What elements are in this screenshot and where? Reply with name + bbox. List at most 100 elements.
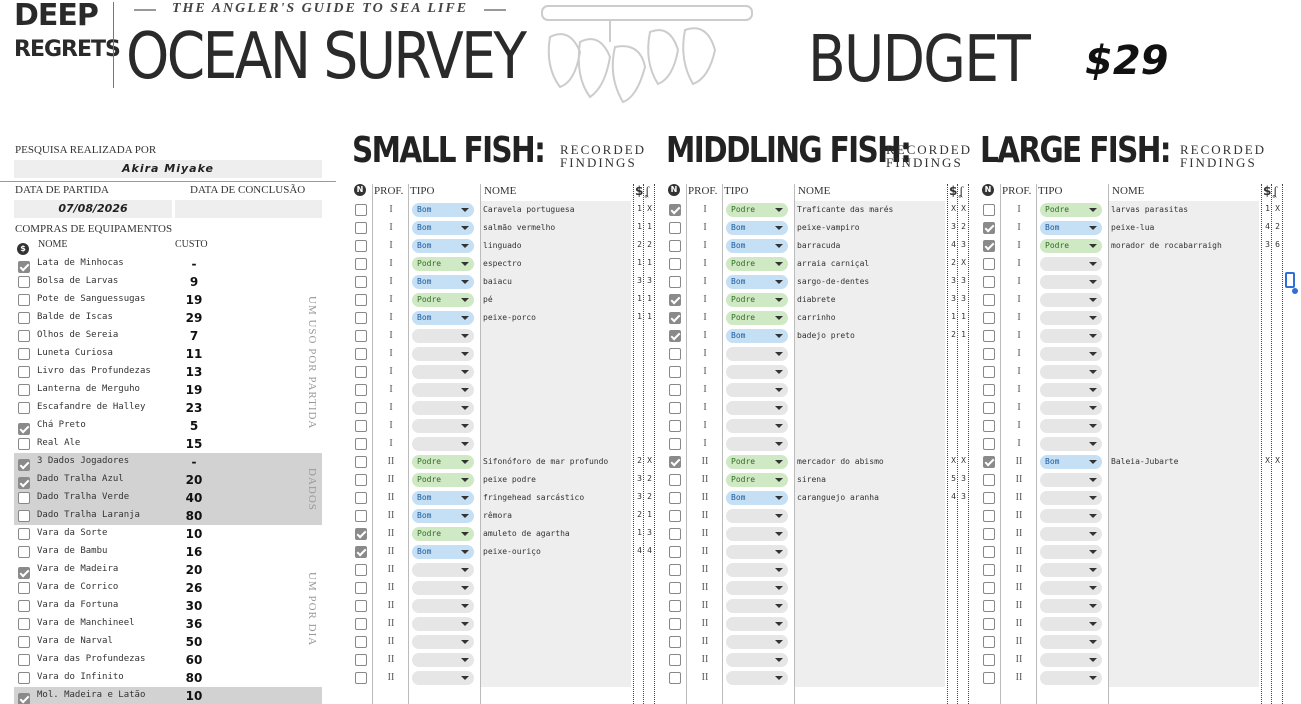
caught-checkbox[interactable] [355, 438, 367, 450]
type-dropdown[interactable] [1040, 617, 1102, 631]
fish-name[interactable] [481, 363, 631, 381]
fish-name[interactable] [481, 327, 631, 345]
fish-name[interactable] [1109, 597, 1259, 615]
fish-name[interactable] [795, 633, 945, 651]
fish-name[interactable]: badejo preto [795, 327, 945, 345]
type-dropdown[interactable] [1040, 383, 1102, 397]
fish-name[interactable]: Baleia-Jubarte [1109, 453, 1259, 471]
caught-checkbox[interactable] [355, 618, 367, 630]
fish-name[interactable] [1109, 651, 1259, 669]
equipment-checkbox[interactable] [18, 294, 30, 306]
type-dropdown[interactable]: Bom [1040, 221, 1102, 235]
caught-checkbox[interactable] [983, 636, 995, 648]
type-dropdown[interactable]: Podre [412, 473, 474, 487]
fish-name[interactable]: Traficante das marés [795, 201, 945, 219]
type-dropdown[interactable] [1040, 653, 1102, 667]
caught-checkbox[interactable] [983, 456, 995, 468]
caught-checkbox[interactable] [355, 330, 367, 342]
type-dropdown[interactable]: Podre [726, 455, 788, 469]
caught-checkbox[interactable] [355, 528, 367, 540]
type-dropdown[interactable] [412, 383, 474, 397]
fish-name[interactable]: linguado [481, 237, 631, 255]
fish-name[interactable] [795, 615, 945, 633]
fish-name[interactable] [795, 363, 945, 381]
fish-name[interactable]: peixe-lua [1109, 219, 1259, 237]
type-dropdown[interactable] [1040, 311, 1102, 325]
caught-checkbox[interactable] [355, 510, 367, 522]
caught-checkbox[interactable] [355, 258, 367, 270]
caught-checkbox[interactable] [983, 438, 995, 450]
equipment-checkbox[interactable] [18, 348, 30, 360]
fish-name[interactable]: peixe-ouriço [481, 543, 631, 561]
caught-checkbox[interactable] [669, 510, 681, 522]
fish-name[interactable] [1109, 255, 1259, 273]
equipment-checkbox[interactable] [18, 528, 30, 540]
type-dropdown[interactable] [412, 365, 474, 379]
equipment-checkbox[interactable] [18, 693, 30, 704]
equipment-checkbox[interactable] [18, 672, 30, 684]
type-dropdown[interactable] [1040, 257, 1102, 271]
fish-name[interactable] [795, 669, 945, 687]
caught-checkbox[interactable] [355, 672, 367, 684]
equipment-checkbox[interactable] [18, 636, 30, 648]
type-dropdown[interactable]: Bom [412, 509, 474, 523]
type-dropdown[interactable]: Podre [726, 257, 788, 271]
fish-name[interactable]: arraia carniçal [795, 255, 945, 273]
type-dropdown[interactable] [726, 653, 788, 667]
fish-name[interactable] [481, 651, 631, 669]
type-dropdown[interactable]: Bom [726, 491, 788, 505]
fish-name[interactable] [795, 597, 945, 615]
type-dropdown[interactable] [726, 581, 788, 595]
equipment-checkbox[interactable] [18, 330, 30, 342]
caught-checkbox[interactable] [669, 528, 681, 540]
type-dropdown[interactable] [726, 509, 788, 523]
caught-checkbox[interactable] [983, 294, 995, 306]
caught-checkbox[interactable] [983, 276, 995, 288]
type-dropdown[interactable] [1040, 599, 1102, 613]
fish-name[interactable]: baiacu [481, 273, 631, 291]
caught-checkbox[interactable] [983, 366, 995, 378]
type-dropdown[interactable] [726, 527, 788, 541]
caught-checkbox[interactable] [355, 348, 367, 360]
type-dropdown[interactable] [1040, 491, 1102, 505]
caught-checkbox[interactable] [669, 402, 681, 414]
caught-checkbox[interactable] [983, 384, 995, 396]
type-dropdown[interactable]: Bom [726, 221, 788, 235]
fish-name[interactable] [481, 399, 631, 417]
type-dropdown[interactable]: Podre [412, 293, 474, 307]
type-dropdown[interactable] [1040, 347, 1102, 361]
type-dropdown[interactable] [1040, 473, 1102, 487]
fish-name[interactable]: salmão vermelho [481, 219, 631, 237]
type-dropdown[interactable] [1040, 437, 1102, 451]
type-dropdown[interactable] [1040, 581, 1102, 595]
surveyor-field[interactable]: Akira Miyake [14, 160, 322, 178]
type-dropdown[interactable]: Podre [1040, 203, 1102, 217]
caught-checkbox[interactable] [983, 654, 995, 666]
fish-name[interactable]: larvas parasitas [1109, 201, 1259, 219]
caught-checkbox[interactable] [669, 312, 681, 324]
fish-name[interactable]: carrinho [795, 309, 945, 327]
caught-checkbox[interactable] [669, 618, 681, 630]
equipment-checkbox[interactable] [18, 312, 30, 324]
caught-checkbox[interactable] [983, 672, 995, 684]
caught-checkbox[interactable] [669, 546, 681, 558]
fish-name[interactable] [1109, 543, 1259, 561]
caught-checkbox[interactable] [983, 492, 995, 504]
type-dropdown[interactable]: Podre [1040, 239, 1102, 253]
caught-checkbox[interactable] [983, 600, 995, 612]
type-dropdown[interactable] [1040, 527, 1102, 541]
caught-checkbox[interactable] [355, 384, 367, 396]
fish-name[interactable] [1109, 471, 1259, 489]
fish-name[interactable] [481, 615, 631, 633]
type-dropdown[interactable]: Bom [412, 203, 474, 217]
caught-checkbox[interactable] [355, 222, 367, 234]
caught-checkbox[interactable] [355, 420, 367, 432]
caught-checkbox[interactable] [355, 204, 367, 216]
type-dropdown[interactable] [726, 437, 788, 451]
conclusion-date-field[interactable] [175, 200, 322, 218]
equipment-checkbox[interactable] [18, 423, 30, 435]
type-dropdown[interactable]: Podre [726, 473, 788, 487]
equipment-checkbox[interactable] [18, 261, 30, 273]
caught-checkbox[interactable] [669, 456, 681, 468]
type-dropdown[interactable] [726, 635, 788, 649]
